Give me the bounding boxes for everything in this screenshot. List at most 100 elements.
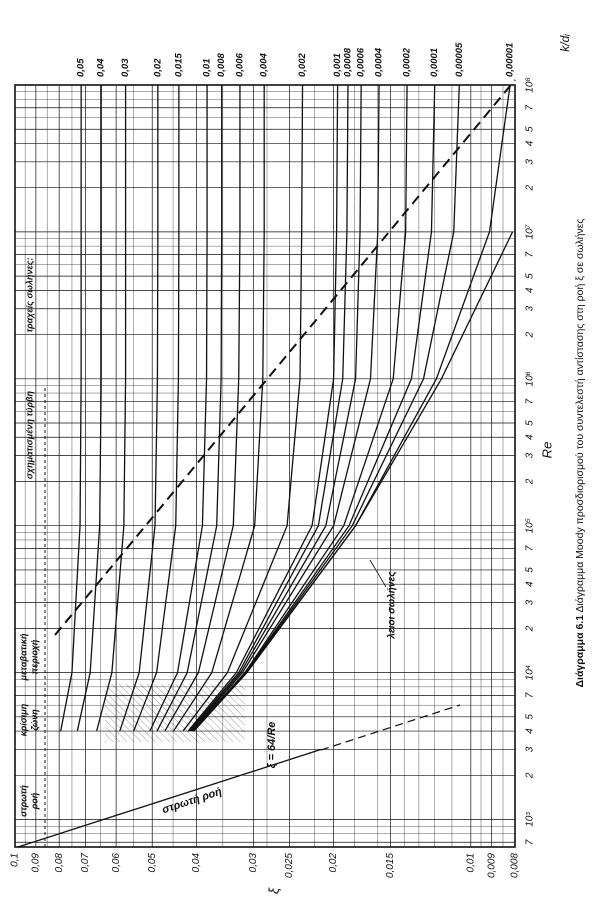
roughness-label: 0,001: [332, 53, 343, 77]
x-tick-label: 3: [525, 746, 536, 752]
x-tick-label: 7: [525, 398, 536, 404]
curve: [149, 85, 208, 732]
curve: [119, 85, 159, 732]
curve: [164, 85, 241, 732]
x-tick-label: 7: [525, 105, 536, 111]
annotation: ξ = 64/Re: [266, 722, 278, 769]
roughness-label: 0,02: [152, 58, 163, 77]
x-tick-label: 7: [525, 251, 536, 257]
roughness-label: 0,004: [259, 53, 270, 77]
y-tick-label: 0,015: [385, 853, 396, 878]
x-tick-label: 3: [525, 452, 536, 458]
y-tick-label: 0,02: [328, 853, 339, 873]
x-tick-label: 7: [525, 692, 536, 698]
caption-label: Διάγραμμα 6.1: [574, 615, 586, 688]
curve: [172, 85, 265, 732]
curve: [15, 748, 322, 847]
x-tick-label: 4: [525, 728, 536, 734]
x-tick-label: 5: [525, 126, 536, 132]
annotation: κρίσιμη: [18, 703, 28, 736]
annotation: σχηματισμένη τύρβη: [24, 390, 34, 479]
y-tick-label: 0,009: [486, 853, 497, 878]
y-axis-label: ξ: [266, 887, 282, 894]
y-tick-label: 0,03: [248, 853, 259, 873]
y-tick-label: 0,05: [147, 853, 158, 873]
x-tick-label: 10⁵: [525, 518, 536, 533]
roughness-label: 0,00005: [454, 42, 465, 77]
smooth-label: λειοι σωλήνες: [387, 571, 398, 640]
y-tick-label: 0,07: [80, 853, 91, 873]
annotation: τραχείς σωλήνες:: [24, 257, 34, 332]
y-tick-label: 0,008: [510, 853, 521, 878]
roughness-label: 0,0008: [342, 47, 353, 77]
plot-frame: [14, 84, 516, 848]
y-tick-label: 0,04: [191, 853, 202, 873]
curve: [188, 85, 349, 732]
x-tick-label: 10³: [525, 812, 536, 827]
x-tick-label: 5: [525, 714, 536, 720]
x-tick-label: 2: [525, 772, 536, 779]
roughness-label: 0,05: [76, 58, 87, 77]
rough-boundary-line: [54, 79, 516, 636]
curve: [133, 85, 180, 732]
x-tick-label: 4: [525, 434, 536, 440]
caption: Διάγραμμα 6.1 Διάγραμμα Moody προσδιορισ…: [574, 219, 586, 688]
y-tick-label: 0,09: [30, 853, 41, 873]
curve: [76, 85, 102, 732]
roughness-axis-label: k/dᵢ: [558, 34, 572, 52]
roughness-label: 0,0006: [356, 47, 367, 77]
x-tick-label: 5: [525, 420, 536, 426]
curve: [193, 231, 514, 732]
annotation: περιοχή: [29, 639, 39, 674]
roughness-label: 0,015: [173, 53, 184, 77]
curve: [190, 85, 362, 732]
y-tick-label: 0,08: [54, 853, 65, 873]
roughness-label: 0,03: [120, 58, 131, 77]
curve: [182, 85, 304, 732]
roughness-label: 0,0001: [429, 48, 440, 77]
x-tick-label: 2: [525, 184, 536, 191]
x-tick-label: 4: [525, 140, 536, 146]
roughness-label: 0,01: [202, 59, 213, 78]
caption-text: Διάγραμμα Moody προσδιορισμού του συντελ…: [574, 219, 586, 615]
curve: [60, 85, 82, 732]
x-axis-label: Re: [539, 442, 554, 459]
x-tick-label: 3: [525, 599, 536, 605]
roughness-label: 0,006: [234, 53, 245, 77]
x-tick-label: 7: [525, 839, 536, 845]
x-tick-label: 4: [525, 287, 536, 293]
annotation: ζώνη: [29, 709, 39, 731]
rotated-chart: Re ξ k/dᵢ Διάγραμμα 6.1 Διάγραμμα Moody …: [10, 34, 586, 894]
curve: [187, 85, 339, 732]
x-tick-label: 2: [525, 478, 536, 485]
x-tick-label: 10⁶: [525, 371, 536, 386]
roughness-label: 0,0002: [402, 47, 413, 77]
annotation: στρωτή: [18, 785, 28, 817]
plot-background: [15, 85, 515, 847]
laminar-extension: [320, 704, 461, 751]
annotation: μεταβατική: [18, 633, 28, 681]
roughness-label: 0,00001: [505, 43, 516, 77]
x-tick-label: 3: [525, 159, 536, 165]
roughness-label: 0,002: [297, 53, 308, 77]
x-tick-label: 7: [525, 545, 536, 551]
curve: [191, 85, 380, 732]
y-tick-label: 0,1: [10, 853, 21, 867]
x-tick-label: 2: [525, 331, 536, 338]
roughness-label: 0,0004: [374, 47, 385, 77]
annotation: ροή: [29, 792, 39, 810]
curves: [15, 85, 514, 847]
x-tick-label: 10⁸: [525, 77, 536, 92]
x-tick-label: 3: [525, 305, 536, 311]
x-tick-label: 2: [525, 625, 536, 632]
x-tick-label: 5: [525, 567, 536, 573]
smooth-leader: [369, 559, 387, 588]
roughness-label: 0,008: [216, 53, 227, 77]
curve: [96, 85, 127, 732]
y-tick-label: 0,06: [111, 853, 122, 873]
x-tick-label: 4: [525, 581, 536, 587]
roughness-label: 0,04: [96, 58, 107, 77]
x-tick-label: 10⁷: [525, 224, 536, 239]
x-tick-label: 10⁴: [525, 665, 536, 680]
